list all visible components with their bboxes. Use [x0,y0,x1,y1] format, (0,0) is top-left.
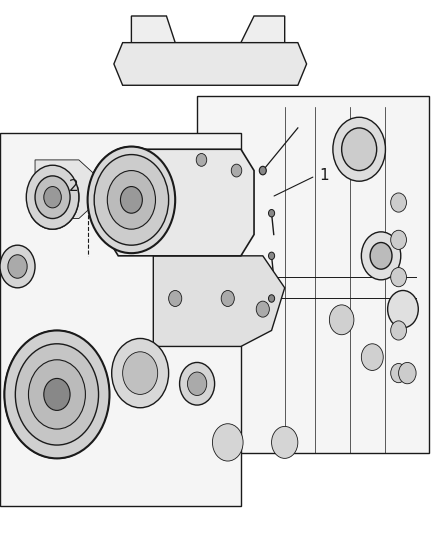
Circle shape [259,166,266,175]
Circle shape [333,117,385,181]
Circle shape [44,378,70,410]
Circle shape [123,352,158,394]
Circle shape [112,338,169,408]
Circle shape [399,362,416,384]
Polygon shape [0,133,241,506]
Circle shape [342,128,377,171]
Circle shape [4,330,109,458]
Circle shape [212,424,243,461]
Polygon shape [153,256,285,346]
Circle shape [361,344,383,370]
Circle shape [44,187,61,208]
Circle shape [370,243,392,269]
Polygon shape [197,96,429,453]
Circle shape [94,155,169,245]
Circle shape [272,426,298,458]
Text: 2: 2 [69,179,79,194]
Circle shape [391,193,406,212]
Circle shape [180,362,215,405]
Circle shape [388,290,418,328]
Circle shape [391,321,406,340]
Circle shape [8,255,27,278]
Circle shape [231,164,242,177]
Circle shape [15,344,99,445]
Polygon shape [35,160,96,219]
Circle shape [391,364,406,383]
Polygon shape [114,43,307,85]
Circle shape [187,372,207,395]
Circle shape [88,147,175,253]
Circle shape [26,165,79,229]
Circle shape [35,176,70,219]
Circle shape [391,230,406,249]
Polygon shape [131,16,285,80]
Circle shape [268,295,275,302]
Circle shape [0,245,35,288]
Circle shape [268,209,275,217]
Circle shape [268,252,275,260]
Circle shape [28,360,85,429]
Text: 1: 1 [320,168,329,183]
Circle shape [169,290,182,306]
Circle shape [107,171,155,229]
Circle shape [391,268,406,287]
Circle shape [120,187,142,213]
Circle shape [221,290,234,306]
Circle shape [256,301,269,317]
Circle shape [329,305,354,335]
Polygon shape [105,149,254,256]
Circle shape [196,154,207,166]
Circle shape [361,232,401,280]
